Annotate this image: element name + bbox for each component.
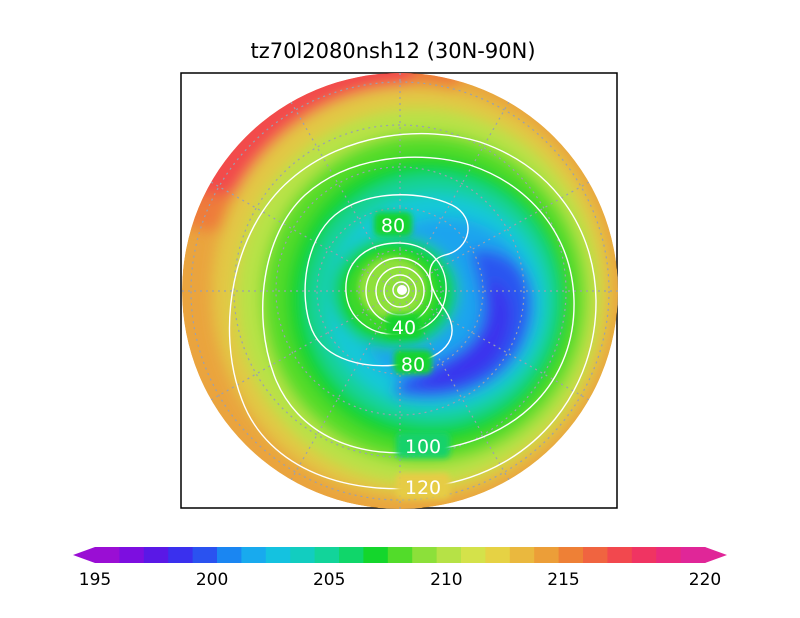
colorbar-segment (485, 547, 511, 563)
field-center-core (359, 258, 425, 318)
colorbar-tick-label: 220 (689, 570, 721, 590)
colorbar-segment (119, 547, 145, 563)
colorbar-segment (265, 547, 291, 563)
contour-label: 80 (401, 354, 425, 376)
colorbar-segment (607, 547, 633, 563)
colorbar-segment (680, 547, 706, 563)
colorbar-tick-label: 215 (547, 570, 579, 590)
chart-title: tz70l2080nsh12 (30N-90N) (250, 39, 535, 63)
colorbar-segment (583, 547, 608, 563)
colorbar-segment (95, 547, 120, 563)
colorbar-segment (143, 547, 169, 563)
contour-label-backgrounds (374, 212, 450, 499)
colorbar-tick-label: 195 (79, 570, 111, 590)
colorbar-segment (534, 547, 560, 563)
colorbar-segment (558, 547, 584, 563)
colorbar-segment (412, 547, 438, 563)
latitude-circles (190, 81, 610, 501)
colorbar-segment (509, 547, 535, 563)
contour-lines (228, 132, 597, 490)
colorbar-tick-label: 205 (313, 570, 345, 590)
colorbar-extend-low (73, 547, 95, 563)
temperature-field (182, 73, 618, 509)
colorbar-segment (387, 547, 413, 563)
colorbar-extend-high (705, 547, 727, 563)
colorbar-segment (436, 547, 462, 563)
colorbar-segment (168, 547, 194, 563)
pole-marker (397, 285, 407, 295)
contour-label: 40 (392, 317, 416, 339)
colorbar-segment (192, 547, 218, 563)
colorbar-segment (656, 547, 682, 563)
colorbar-segment (339, 547, 364, 563)
colorbar-tick-label: 200 (196, 570, 228, 590)
contour-label: 100 (405, 436, 441, 458)
colorbar-segment (363, 547, 389, 563)
field-coldest-region (415, 280, 511, 388)
colorbar-segment (461, 547, 486, 563)
colorbar-segment (241, 547, 267, 563)
colorbar-tick-label: 210 (430, 570, 462, 590)
colorbar-segment (631, 547, 657, 563)
colorbar: 195 200 205 210 215 220 (73, 547, 727, 590)
contour-label: 120 (405, 477, 441, 499)
colorbar-segment (290, 547, 316, 563)
colorbar-segment (314, 547, 340, 563)
colorbar-segment (217, 547, 242, 563)
contour-label: 80 (381, 215, 405, 237)
